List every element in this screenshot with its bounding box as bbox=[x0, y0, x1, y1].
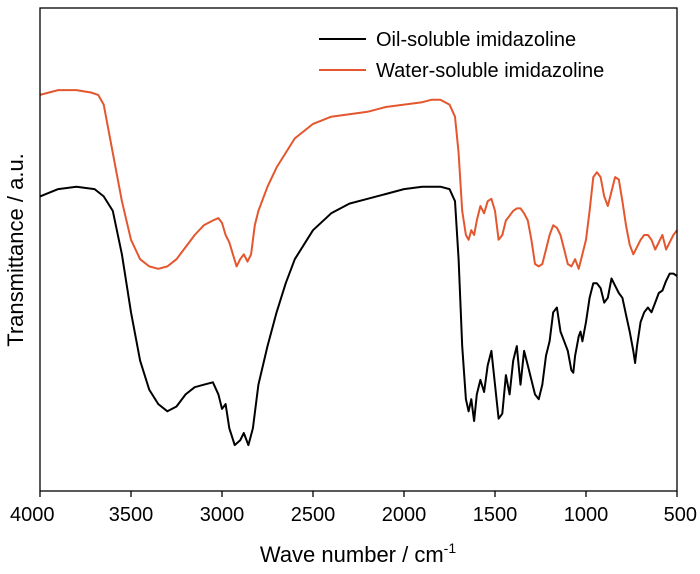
plot-frame bbox=[39, 7, 678, 492]
x-tick-label-500: 500 bbox=[664, 504, 697, 526]
x-axis-title-text: Wave number / cm bbox=[260, 542, 444, 567]
legend-label-water-soluble: Water-soluble imidazoline bbox=[376, 60, 604, 82]
legend-label-oil-soluble: Oil-soluble imidazoline bbox=[376, 29, 576, 51]
x-axis-title: Wave number / cm-1 bbox=[260, 540, 456, 567]
series-layer bbox=[39, 89, 678, 447]
x-tick-label-3000: 3000 bbox=[200, 504, 245, 526]
y-axis-title: Transmittance / a.u. bbox=[3, 153, 28, 347]
series-line-water-soluble bbox=[39, 89, 678, 270]
x-tick-label-2000: 2000 bbox=[382, 504, 427, 526]
legend: Oil-soluble imidazoline Water-soluble im… bbox=[319, 29, 604, 82]
x-tick-label-4000: 4000 bbox=[10, 504, 55, 526]
x-tick-label-1000: 1000 bbox=[564, 504, 609, 526]
series-line-oil-soluble bbox=[39, 185, 678, 447]
x-ticks-layer: 4000 3500 3000 2500 2000 1500 1000 500 bbox=[10, 491, 697, 526]
x-axis-title-superscript: -1 bbox=[444, 540, 457, 556]
plot-background bbox=[40, 8, 677, 491]
x-tick-label-1500: 1500 bbox=[473, 504, 518, 526]
x-tick-label-2500: 2500 bbox=[291, 504, 336, 526]
x-tick-label-3500: 3500 bbox=[109, 504, 154, 526]
